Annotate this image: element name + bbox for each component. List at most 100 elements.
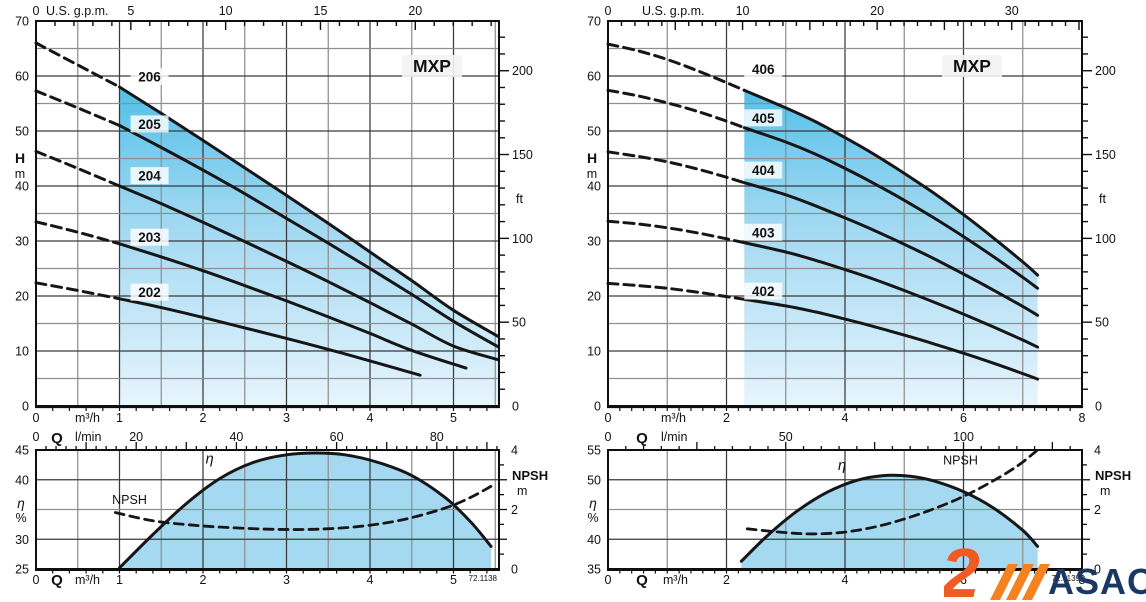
pump-curve-405-extrapolated [606, 88, 746, 130]
axis-tick-label: 20 [587, 290, 601, 304]
axis-tick-label: m [587, 167, 597, 181]
pump-curve-406 [742, 88, 1040, 277]
axis-tick-label: l/min [75, 430, 101, 444]
axis-tick-label: 50 [512, 316, 526, 330]
axis-tick-label: 0 [605, 411, 612, 425]
curve-label-402: 402 [752, 284, 775, 299]
axis-tick-label: 0 [511, 563, 518, 577]
axis-tick-label: 0 [33, 430, 40, 444]
axis-tick-label: 30 [587, 235, 601, 249]
axis-tick-label: 150 [512, 148, 533, 162]
axis-tick-label: 0 [605, 4, 612, 18]
axis-tick-label: 4 [1094, 444, 1101, 458]
logo-name: ASAO [1048, 561, 1146, 602]
axis-tick-label: 50 [15, 125, 29, 139]
feet-axis: 200 150 100 50 0 ft [1082, 36, 1116, 414]
axis-tick-label: 80 [430, 430, 444, 444]
logo-mark: 2 [944, 538, 980, 602]
lmin-axis: 0 50 100 Q l/min [605, 430, 1071, 450]
pump-curve-202-extrapolated [34, 281, 121, 301]
axis-tick-label: % [15, 511, 26, 525]
efficiency-curve [118, 451, 493, 570]
axis-tick-label: 10 [587, 345, 601, 359]
axis-tick-label: Q [636, 430, 648, 447]
axis-tick-label: 6 [960, 573, 967, 587]
gpm-axis: 0 10 20 30 U.S. g.p.m. [605, 4, 1080, 30]
axis-tick-label: 40 [15, 180, 29, 194]
flow-axis: 0 2 4 6 8 m³/h [605, 406, 1086, 425]
efficiency-curve-label: η [206, 452, 214, 468]
axis-tick-label: 150 [1095, 148, 1116, 162]
axis-tick-label: 50 [587, 125, 601, 139]
axis-tick-label: 4 [842, 573, 849, 587]
efficiency-curve [739, 473, 1040, 563]
axis-tick-label: 20 [15, 290, 29, 304]
axis-tick-label: m³/h [75, 573, 100, 587]
axis-tick-label: 60 [587, 70, 601, 84]
axis-tick-label: 55 [587, 444, 601, 458]
axis-tick-label: m [1100, 484, 1110, 498]
curve-label-404: 404 [752, 163, 775, 178]
pump-curve-403 [742, 241, 1040, 349]
pump-curve-406-extrapolated [606, 42, 746, 92]
axis-tick-label: 60 [15, 70, 29, 84]
curve-label-406: 406 [752, 62, 775, 77]
pump-curve-402 [742, 297, 1040, 381]
axis-tick-label: % [587, 511, 598, 525]
flow-axis: 0 1 2 3 4 5 Q m³/h 72.1138 [33, 569, 498, 589]
curve-label-203: 203 [138, 230, 161, 245]
efficiency-fill [119, 453, 492, 569]
axis-tick-label: H [587, 150, 597, 166]
axis-tick-label: 3 [283, 411, 290, 425]
axis-tick-label: 100 [512, 232, 533, 246]
axis-tick-label: 45 [15, 444, 29, 458]
axis-tick-label: U.S. g.p.m. [46, 4, 109, 18]
axis-tick-label: 4 [842, 411, 849, 425]
axis-tick-label: 1 [116, 411, 123, 425]
axis-tick-label: 4 [511, 444, 518, 458]
feet-axis: 200 150 100 50 0 ft [499, 36, 533, 414]
axis-tick-label: 200 [512, 64, 533, 78]
axis-tick-label: 40 [587, 533, 601, 547]
pump-curve-204 [118, 184, 501, 362]
axis-tick-label: 70 [15, 15, 29, 29]
gpm-axis: 0 5 10 15 20 U.S. g.p.m. [33, 4, 492, 30]
asao-logo-graphic: 2 ASAO [939, 534, 1146, 602]
axis-tick-label: 0 [22, 400, 29, 414]
axis-tick-label: 10 [736, 4, 750, 18]
flow-axis: 0 1 2 3 4 5 m³/h [33, 406, 488, 425]
axis-tick-label: H [15, 150, 25, 166]
axis-tick-label: 50 [1095, 316, 1109, 330]
axis-tick-label: 0 [1095, 400, 1102, 414]
curve-label-205: 205 [138, 117, 161, 132]
axis-tick-label: 10 [15, 345, 29, 359]
axis-tick-label: 50 [779, 430, 793, 444]
axis-tick-label: 100 [1095, 232, 1116, 246]
logo-stripes-icon [990, 564, 1050, 600]
pump-curve-206 [118, 85, 501, 339]
axis-tick-label: 30 [15, 533, 29, 547]
axis-tick-label: 20 [870, 4, 884, 18]
axis-tick-label: 0 [512, 400, 519, 414]
curve-label-204: 204 [138, 169, 161, 184]
curve-label-405: 405 [752, 111, 775, 126]
axis-tick-label: 4 [367, 573, 374, 587]
chart-title: MXP [413, 56, 451, 76]
axis-tick-label: NPSH [1095, 468, 1131, 483]
axis-tick-label: 5 [450, 411, 457, 425]
pump-curve-202 [118, 297, 422, 377]
asao-logo: 2 ASAO [939, 534, 1146, 602]
axis-tick-label: η [589, 496, 597, 511]
axis-tick-label: 5 [450, 573, 457, 587]
axis-tick-label: Q [51, 430, 63, 447]
axis-tick-label: 3 [283, 573, 290, 587]
axis-tick-label: 2 [511, 503, 518, 517]
axis-tick-label: m [15, 167, 25, 181]
curve-label-206: 206 [138, 70, 161, 85]
axis-tick-label: 2 [1094, 503, 1101, 517]
eta-axis: 55 50 40 35 η% [587, 444, 601, 577]
axis-tick-label: 6 [960, 411, 967, 425]
